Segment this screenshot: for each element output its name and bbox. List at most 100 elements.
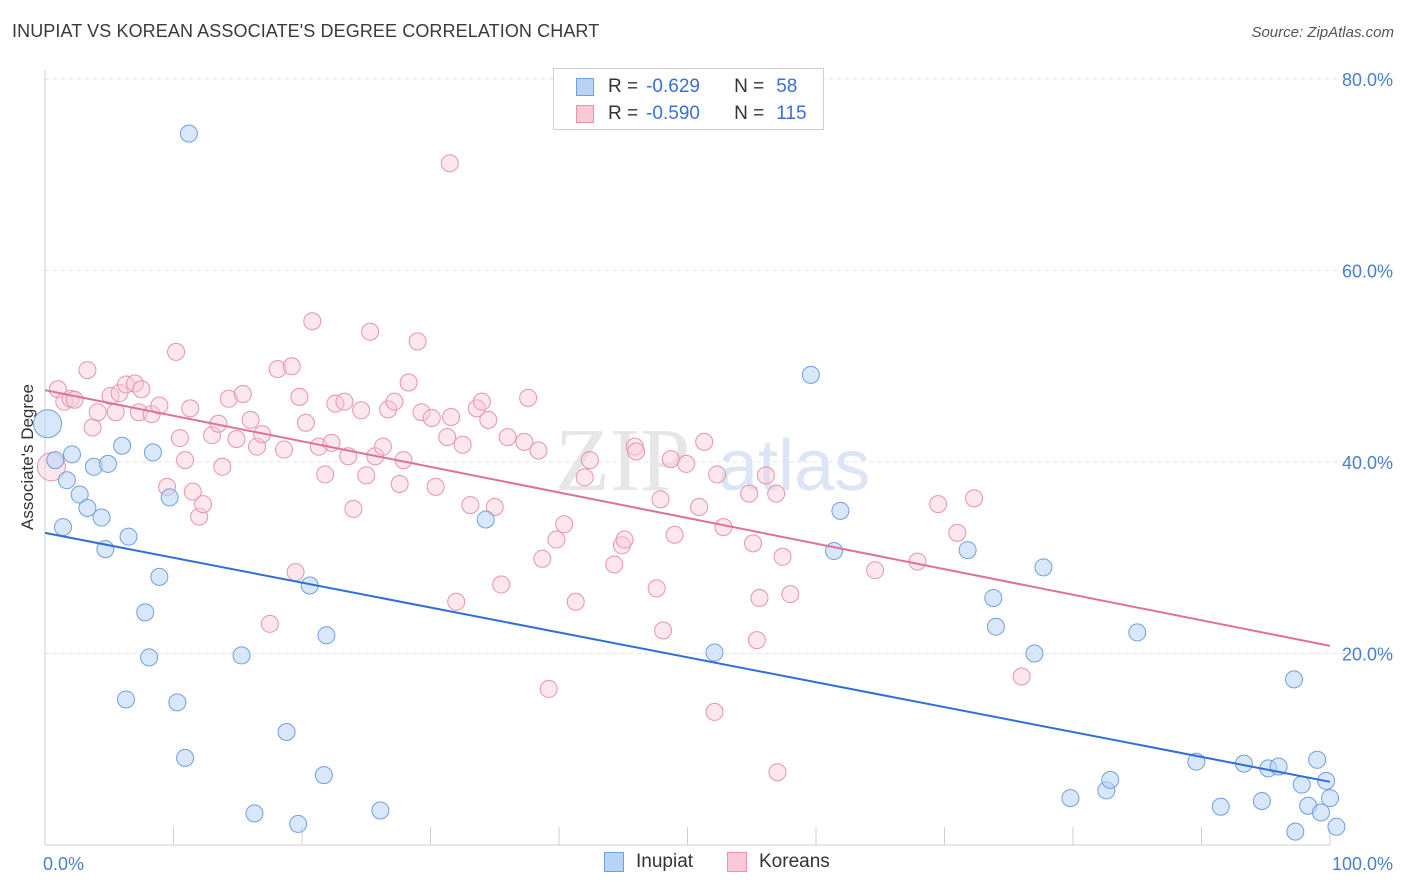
koreans-point (756, 466, 775, 485)
y-axis-tick-labels: 20.0% 40.0% 60.0% 80.0% (1342, 70, 1393, 665)
koreans-point (379, 400, 398, 419)
koreans-point (316, 465, 335, 484)
data-points (33, 124, 1346, 841)
inupiat-point (136, 603, 155, 622)
koreans-point (194, 495, 213, 514)
koreans-point (695, 432, 714, 451)
x-axis-ticks (44, 827, 1331, 845)
koreans-point (485, 498, 504, 517)
inupiat-point (705, 643, 724, 662)
koreans-point (654, 621, 673, 640)
koreans-point (268, 360, 287, 379)
inupiat-point (140, 648, 159, 667)
koreans-point (227, 430, 246, 449)
gridlines (45, 78, 1393, 654)
x-tick-label-max: 100.0% (1332, 854, 1393, 874)
koreans-point (78, 361, 97, 380)
stats-legend: R = -0.629 N = 58 R = -0.590 N = 115 (553, 68, 824, 130)
koreans-point (260, 614, 279, 633)
koreans-point (948, 523, 967, 542)
koreans-point (690, 498, 709, 517)
koreans-point (150, 396, 169, 415)
trend-line-inupiat (44, 531, 1331, 783)
inupiat-point (70, 485, 89, 504)
inupiat-point (1286, 822, 1305, 841)
inupiat-point (245, 804, 264, 823)
inupiat-point (476, 510, 495, 529)
koreans-point (181, 399, 200, 418)
legend-swatch-inupiat (576, 78, 594, 96)
koreans-point (472, 392, 491, 411)
koreans-point (286, 563, 305, 582)
koreans-point (290, 387, 309, 406)
inupiat-point (1034, 558, 1053, 577)
inupiat-point (62, 445, 81, 464)
trend-line-koreans (44, 389, 1331, 647)
bottom-legend-swatch-koreans (727, 852, 747, 872)
inupiat-point (1292, 775, 1311, 794)
koreans-point (426, 477, 445, 496)
koreans-point (661, 450, 680, 469)
legend-row-inupiat: R = -0.629 N = 58 (576, 74, 797, 100)
inupiat-point (317, 626, 336, 645)
koreans-point (665, 525, 684, 544)
bottom-legend-inupiat: Inupiat (604, 851, 693, 873)
koreans-point (773, 547, 792, 566)
inupiat-point (1025, 644, 1044, 663)
koreans-point (132, 380, 151, 399)
koreans-point (203, 426, 222, 445)
koreans-point (965, 489, 984, 508)
koreans-point (373, 437, 392, 456)
koreans-point (529, 441, 548, 460)
y-tick-label: 40.0% (1342, 453, 1393, 473)
inupiat-point (53, 518, 72, 537)
koreans-point (1012, 667, 1031, 686)
inupiat-point (831, 501, 850, 520)
koreans-point (740, 484, 759, 503)
koreans-point (539, 679, 558, 698)
inupiat-point (801, 365, 820, 384)
koreans-point (296, 413, 315, 432)
inupiat-point (150, 567, 169, 586)
bottom-legend-label-koreans: Koreans (759, 851, 830, 872)
source-credit: Source: ZipAtlas.com (1251, 24, 1394, 41)
koreans-point (547, 530, 566, 549)
koreans-point (705, 702, 724, 721)
koreans-point (447, 592, 466, 611)
inupiat-point (289, 814, 308, 833)
koreans-point (213, 457, 232, 476)
koreans-point (438, 428, 457, 447)
koreans-point (708, 465, 727, 484)
koreans-point (65, 390, 84, 409)
koreans-point (326, 394, 345, 413)
inupiat-point (98, 454, 117, 473)
chart-title: INUPIAT VS KOREAN ASSOCIATE'S DEGREE COR… (12, 21, 600, 41)
koreans-point (275, 440, 294, 459)
koreans-point (768, 763, 787, 782)
koreans-point (677, 454, 696, 473)
inupiat-point (1327, 817, 1346, 836)
koreans-point (241, 410, 260, 429)
inupiat-point (78, 498, 97, 517)
koreans-point (533, 549, 552, 568)
koreans-point (303, 312, 322, 331)
inupiat-point (1308, 750, 1327, 769)
trend-lines (44, 389, 1331, 783)
watermark: ZIP atlas (555, 411, 870, 510)
y-tick-label: 80.0% (1342, 70, 1393, 90)
inupiat-point (1321, 789, 1339, 808)
legend-row-koreans: R = -0.590 N = 115 (576, 101, 807, 127)
koreans-point (566, 592, 585, 611)
koreans-point (866, 561, 885, 580)
koreans-point (461, 496, 480, 515)
koreans-point (479, 410, 498, 429)
koreans-point (929, 495, 948, 514)
watermark-zip: ZIP (555, 411, 690, 510)
koreans-point (492, 575, 511, 594)
inupiat-point (57, 471, 76, 490)
koreans-point (580, 451, 599, 470)
inupiat-point (46, 451, 65, 470)
inupiat-point (1061, 789, 1080, 808)
series-koreans (36, 154, 1031, 782)
y-tick-label: 60.0% (1342, 262, 1393, 282)
